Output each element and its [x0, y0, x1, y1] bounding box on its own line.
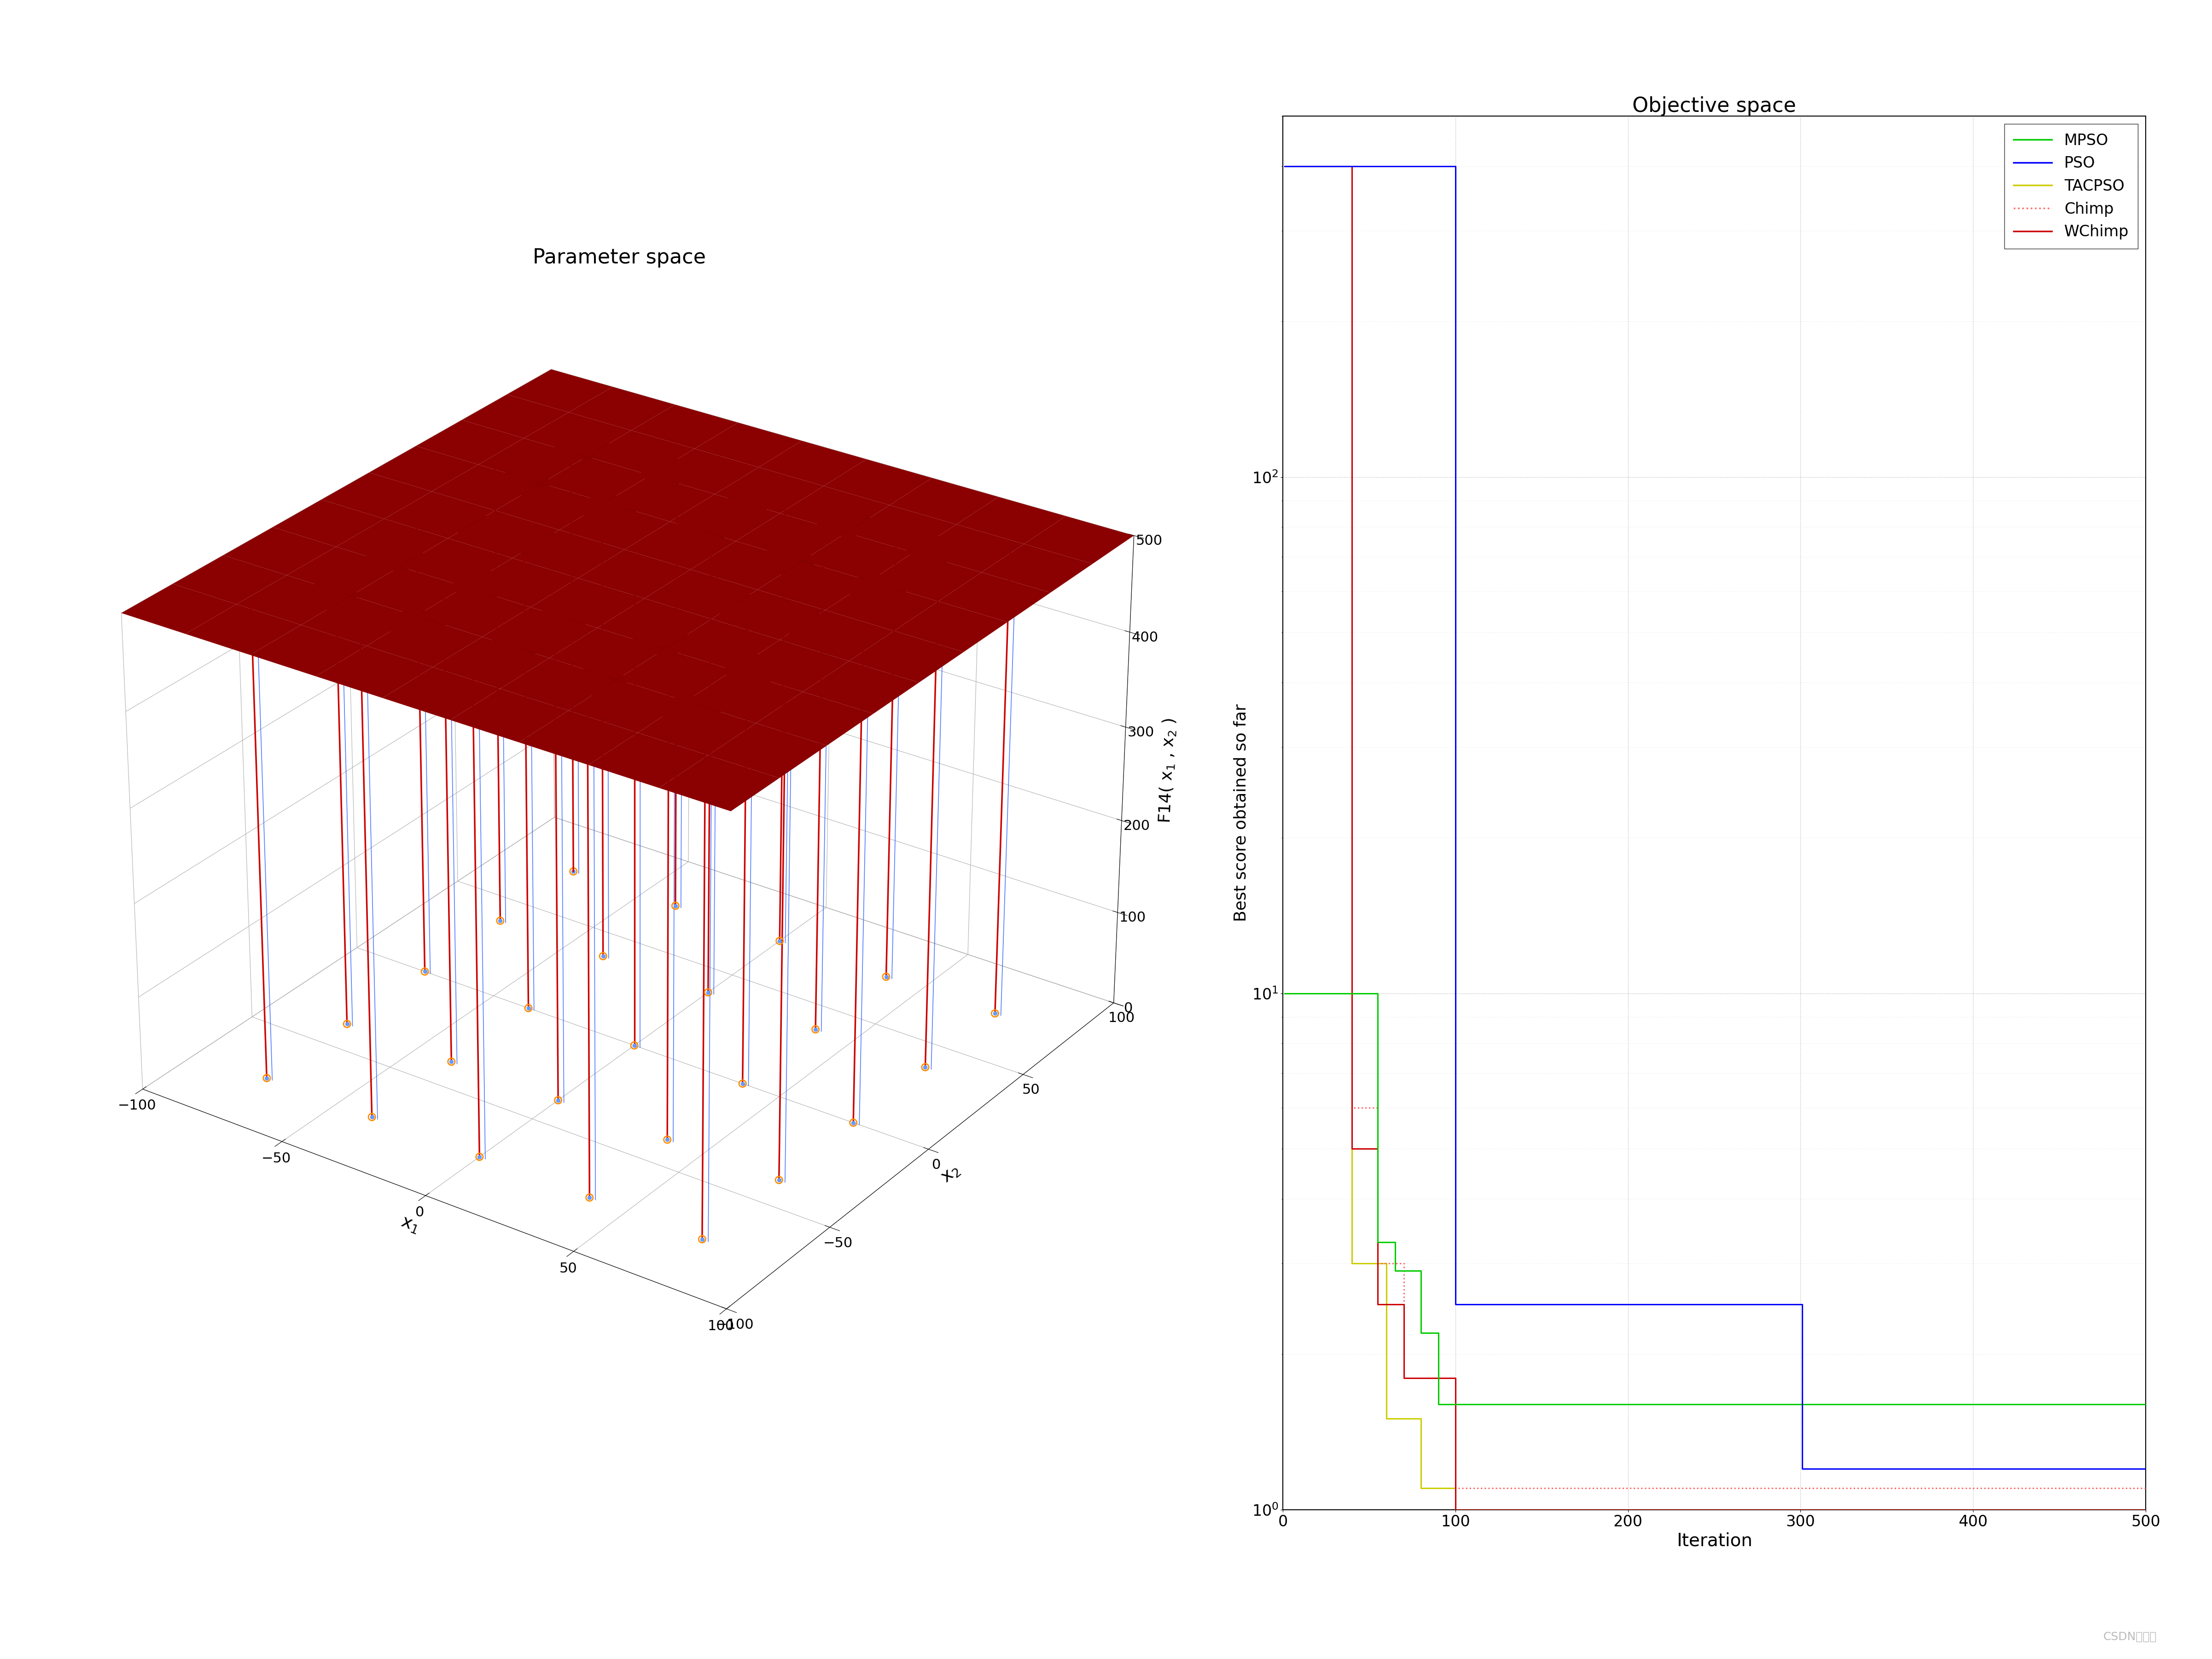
X-axis label: x$_1$: x$_1$ [398, 1213, 422, 1236]
Line: Chimp: Chimp [1285, 166, 2146, 1488]
WChimp [1442, 1500, 1469, 1520]
TACPSO [2132, 1500, 2159, 1520]
TACPSO [1442, 1500, 1469, 1520]
Line: TACPSO: TACPSO [1285, 166, 2146, 1510]
MPSO [1321, 984, 1347, 1004]
Line: PSO: PSO [1285, 166, 2146, 1468]
WChimp [1321, 156, 1347, 176]
Chimp [1272, 156, 1298, 176]
MPSO [2132, 1394, 2159, 1413]
PSO [1442, 1294, 1469, 1314]
Chimp [1391, 1369, 1418, 1389]
MPSO [1272, 984, 1298, 1004]
Title: Objective space: Objective space [1632, 96, 1796, 116]
PSO [2132, 1458, 2159, 1478]
TACPSO [1407, 1478, 1433, 1498]
PSO [1787, 1294, 1814, 1314]
WChimp [1365, 1294, 1391, 1314]
Chimp [1321, 156, 1347, 176]
TACPSO [1374, 1408, 1400, 1428]
WChimp [1338, 1138, 1365, 1158]
Y-axis label: x$_2$: x$_2$ [938, 1161, 962, 1186]
MPSO [1407, 1322, 1433, 1342]
Text: CSDN博客网: CSDN博客网 [2104, 1631, 2157, 1642]
Chimp [1338, 1098, 1365, 1118]
PSO [1272, 156, 1298, 176]
PSO [1321, 156, 1347, 176]
Chimp [1442, 1478, 1469, 1498]
Legend: MPSO, PSO, TACPSO, Chimp, WChimp: MPSO, PSO, TACPSO, Chimp, WChimp [2004, 124, 2139, 249]
MPSO [1425, 1394, 1451, 1413]
WChimp [2132, 1500, 2159, 1520]
MPSO [1382, 1261, 1409, 1281]
Line: WChimp: WChimp [1285, 166, 2146, 1510]
PSO [1790, 1458, 1816, 1478]
Chimp [1365, 1254, 1391, 1274]
TACPSO [1272, 156, 1298, 176]
WChimp [1391, 1369, 1418, 1389]
TACPSO [1338, 1254, 1365, 1274]
X-axis label: Iteration: Iteration [1677, 1531, 1752, 1550]
Y-axis label: Best score obtained so far: Best score obtained so far [1234, 703, 1250, 922]
MPSO [1365, 1233, 1391, 1253]
Line: MPSO: MPSO [1285, 994, 2146, 1404]
Title: Parameter space: Parameter space [533, 247, 706, 267]
WChimp [1272, 156, 1298, 176]
Chimp [2132, 1478, 2159, 1498]
